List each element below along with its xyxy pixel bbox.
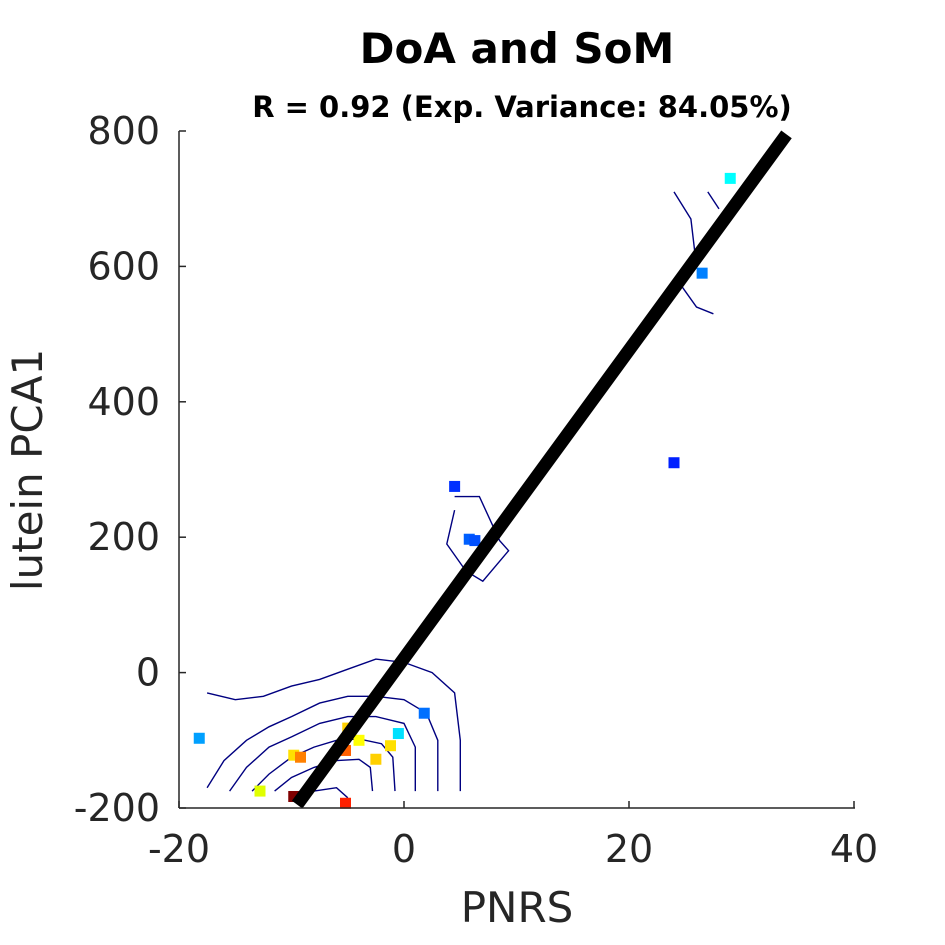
y-tick-label: 200 <box>87 515 160 559</box>
y-axis-ticks: 800 600 400 200 0 -200 <box>74 109 186 830</box>
x-tick-label: 40 <box>830 827 878 871</box>
data-point-15 <box>295 751 306 763</box>
data-point-4 <box>463 533 475 545</box>
data-point-2 <box>668 457 680 469</box>
data-point-5 <box>469 535 481 547</box>
data-point-10 <box>353 734 365 746</box>
contour-line-8 <box>707 191 720 210</box>
regression-line <box>291 130 792 809</box>
y-axis-label: lutein PCA1 <box>3 349 52 591</box>
contour-line-0 <box>206 658 461 792</box>
data-point-17 <box>288 790 300 802</box>
data-point-11 <box>340 744 351 756</box>
y-tick-label: -200 <box>74 786 160 830</box>
data-point-6 <box>418 707 430 719</box>
data-point-18 <box>340 797 351 809</box>
chart-title: DoA and SoM <box>360 24 675 73</box>
data-point-7 <box>193 732 205 744</box>
x-axis-ticks: -20 0 20 40 <box>148 801 878 871</box>
x-tick-label: 20 <box>605 827 653 871</box>
data-point-14 <box>288 749 300 761</box>
x-axis-label: PNRS <box>461 883 574 932</box>
data-point-13 <box>370 753 382 765</box>
data-point-16 <box>254 785 266 797</box>
data-point-3 <box>449 480 461 492</box>
y-tick-label: 600 <box>87 244 160 288</box>
data-point-0 <box>724 172 736 184</box>
data-point-9 <box>385 740 396 752</box>
y-tick-label: 800 <box>87 109 160 153</box>
x-tick-label: -20 <box>148 827 210 871</box>
data-point-8 <box>392 728 404 740</box>
contour-line-6 <box>446 495 510 583</box>
contour-line-2 <box>229 715 416 792</box>
chart-subtitle: R = 0.92 (Exp. Variance: 84.05%) <box>252 90 792 124</box>
x-tick-label: 0 <box>392 827 416 871</box>
data-point-1 <box>696 267 708 279</box>
plot-area <box>193 130 792 809</box>
y-tick-label: 0 <box>136 651 160 695</box>
y-tick-label: 400 <box>87 380 160 424</box>
